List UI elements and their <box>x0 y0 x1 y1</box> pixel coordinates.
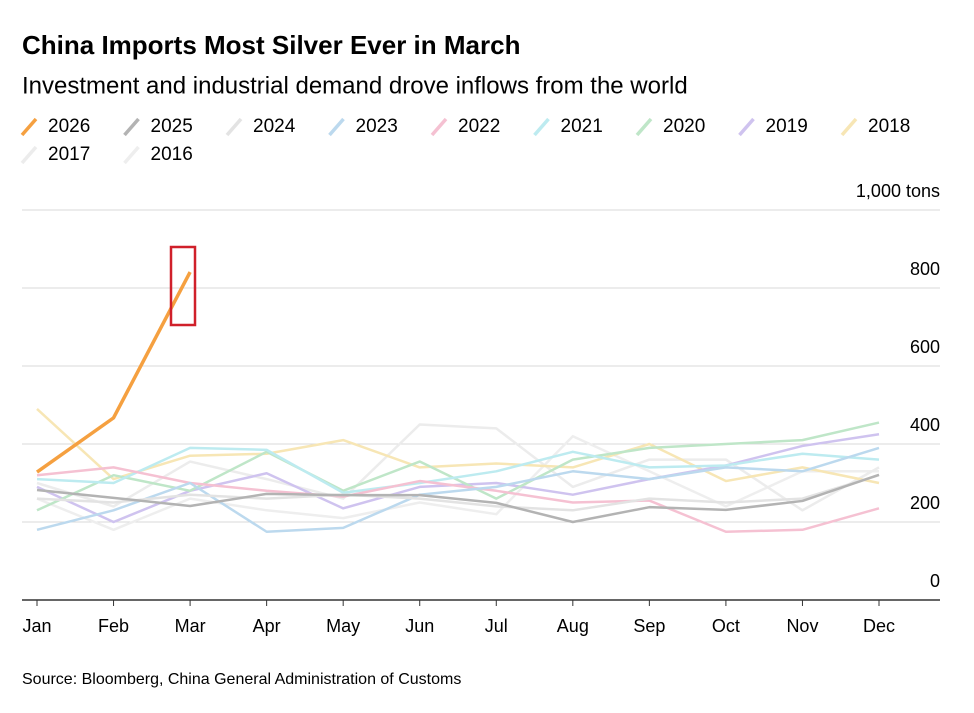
plot-area: 0 200 400 600 800 1,000 tons Jan Feb Mar Apr May Ju… <box>20 116 940 636</box>
x-tick-label: Apr <box>253 616 281 636</box>
legend-label: 2019 <box>766 116 808 137</box>
y-tick-label: 600 <box>910 337 940 357</box>
legend-swatch <box>20 145 38 165</box>
legend-label: 2021 <box>561 116 603 137</box>
highlight-box <box>169 245 197 327</box>
x-tick-label: Jun <box>405 616 434 636</box>
y-tick-label: 400 <box>910 415 940 435</box>
x-tick-label: Aug <box>557 616 589 636</box>
y-tick-label: 0 <box>930 571 940 591</box>
legend-swatch <box>225 117 243 137</box>
chart-title: China Imports Most Silver Ever in March <box>22 30 520 60</box>
x-tick-label: Mar <box>175 616 206 636</box>
series-line <box>36 466 880 533</box>
legend-label: 2026 <box>48 116 90 137</box>
legend-swatch <box>840 117 858 137</box>
legend-swatch <box>738 117 755 137</box>
legend-swatch <box>328 117 345 137</box>
x-tick-label: Sep <box>633 616 665 636</box>
legend-swatch <box>123 145 140 165</box>
series-line <box>36 474 880 512</box>
legend-label: 2016 <box>151 144 193 165</box>
legend-swatch <box>533 117 550 137</box>
series-line <box>35 271 192 474</box>
series-line <box>36 446 880 533</box>
legend-swatch <box>20 117 38 137</box>
series-line <box>36 473 880 524</box>
y-tick-label: 1,000 tons <box>856 181 940 201</box>
legend-label: 2018 <box>868 116 910 137</box>
x-tick-label: Oct <box>712 616 740 636</box>
x-tick-label: Jan <box>22 616 51 636</box>
source: Source: Bloomberg, China General Adminis… <box>22 671 461 688</box>
x-tick-label: Dec <box>863 616 895 636</box>
legend-swatch <box>123 117 140 137</box>
y-tick-label: 200 <box>910 493 940 513</box>
x-tick-label: Feb <box>98 616 129 636</box>
series-line <box>36 434 879 532</box>
legend-label: 2022 <box>458 116 500 137</box>
legend-label: 2020 <box>663 116 705 137</box>
y-tick-label: 800 <box>910 259 940 279</box>
chart-subtitle: Investment and industrial demand drove i… <box>22 72 688 99</box>
legend-label: 2023 <box>356 116 398 137</box>
series-line <box>36 407 880 485</box>
legend-label: 2025 <box>151 116 193 137</box>
series-line <box>36 446 880 494</box>
x-tick-label: Jul <box>485 616 508 636</box>
legend-swatch <box>635 117 653 137</box>
x-tick-label: Nov <box>786 616 818 636</box>
x-tick-label: May <box>326 616 360 636</box>
legend-label: 2017 <box>48 144 90 165</box>
legend-swatch <box>430 117 448 137</box>
legend-label: 2024 <box>253 116 296 137</box>
